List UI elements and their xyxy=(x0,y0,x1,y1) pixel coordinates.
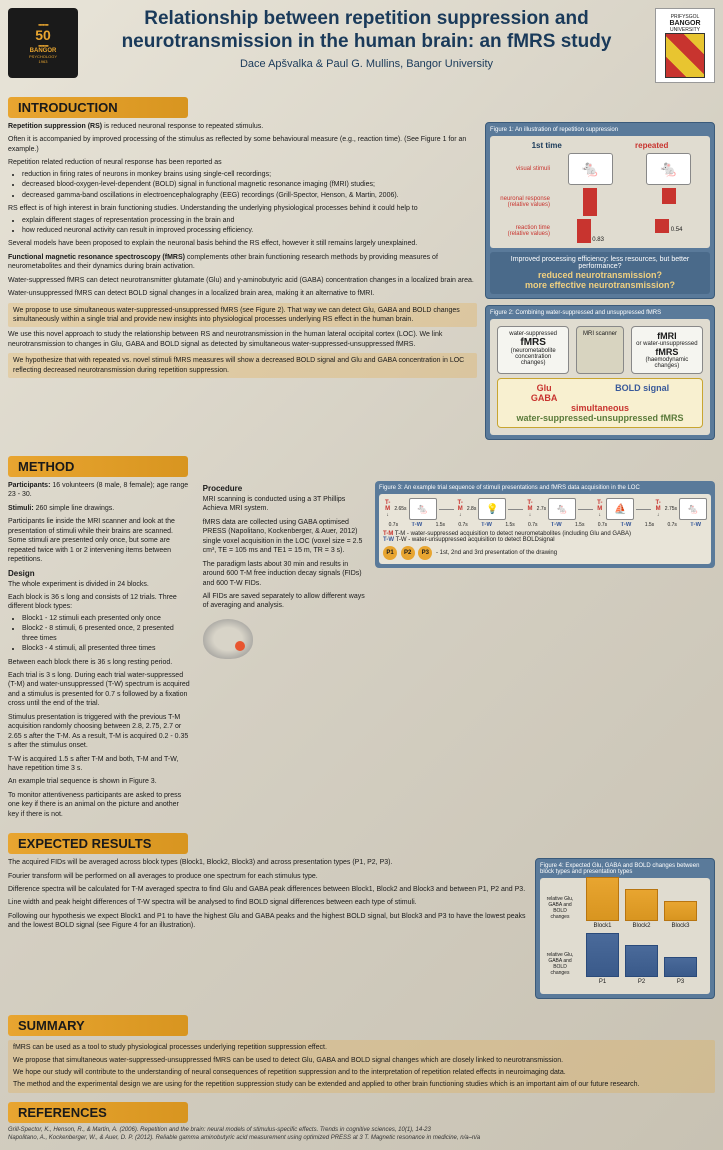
poster-title: Relationship between repetition suppress… xyxy=(88,8,645,54)
hypothesis-box: We hypothesize that with repeated vs. no… xyxy=(8,353,477,378)
figure-4: Figure 4: Expected Glu, GABA and BOLD ch… xyxy=(535,858,715,999)
title-block: Relationship between repetition suppress… xyxy=(88,8,645,70)
logo-bangor-psychology: ●●●●●●● 50 ●●●●●●● BANGOR PSYCHOLOGY 196… xyxy=(8,8,78,78)
propose-box: We propose to use simultaneous water-sup… xyxy=(8,303,477,328)
callout-box: Improved processing efficiency: less res… xyxy=(490,252,710,294)
poster-authors: Dace Apšvalka & Paul G. Mullins, Bangor … xyxy=(88,58,645,70)
figure-1: Figure 1: An illustration of repetition … xyxy=(485,122,715,299)
section-introduction: INTRODUCTION xyxy=(8,97,188,118)
expected-row: The acquired FIDs will be averaged acros… xyxy=(8,858,715,1005)
summary-box: fMRS can be used as a tool to study phys… xyxy=(8,1040,715,1093)
section-expected: EXPECTED RESULTS xyxy=(8,833,188,854)
mouse-icon: 🐁 xyxy=(568,153,613,185)
method-row: Participants: 16 volunteers (8 male, 8 f… xyxy=(8,481,715,823)
section-references: REFERENCES xyxy=(8,1102,188,1123)
section-method: METHOD xyxy=(8,456,188,477)
references: Grill-Spector, K., Henson, R., & Martin,… xyxy=(8,1127,715,1143)
intro-row: Repetition suppression (RS) is reduced n… xyxy=(8,122,715,446)
figure-2: Figure 2: Combining water-suppressed and… xyxy=(485,305,715,440)
brain-icon xyxy=(203,619,253,659)
section-summary: SUMMARY xyxy=(8,1015,188,1036)
header: ●●●●●●● 50 ●●●●●●● BANGOR PSYCHOLOGY 196… xyxy=(8,8,715,83)
figure-3: Figure 3: An example trial sequence of s… xyxy=(375,481,715,568)
poster: ●●●●●●● 50 ●●●●●●● BANGOR PSYCHOLOGY 196… xyxy=(0,0,723,1150)
mouse-icon: 🐁 xyxy=(646,153,691,185)
logo-bangor-university: PRIFYSGOL BANGOR UNIVERSITY xyxy=(655,8,715,83)
